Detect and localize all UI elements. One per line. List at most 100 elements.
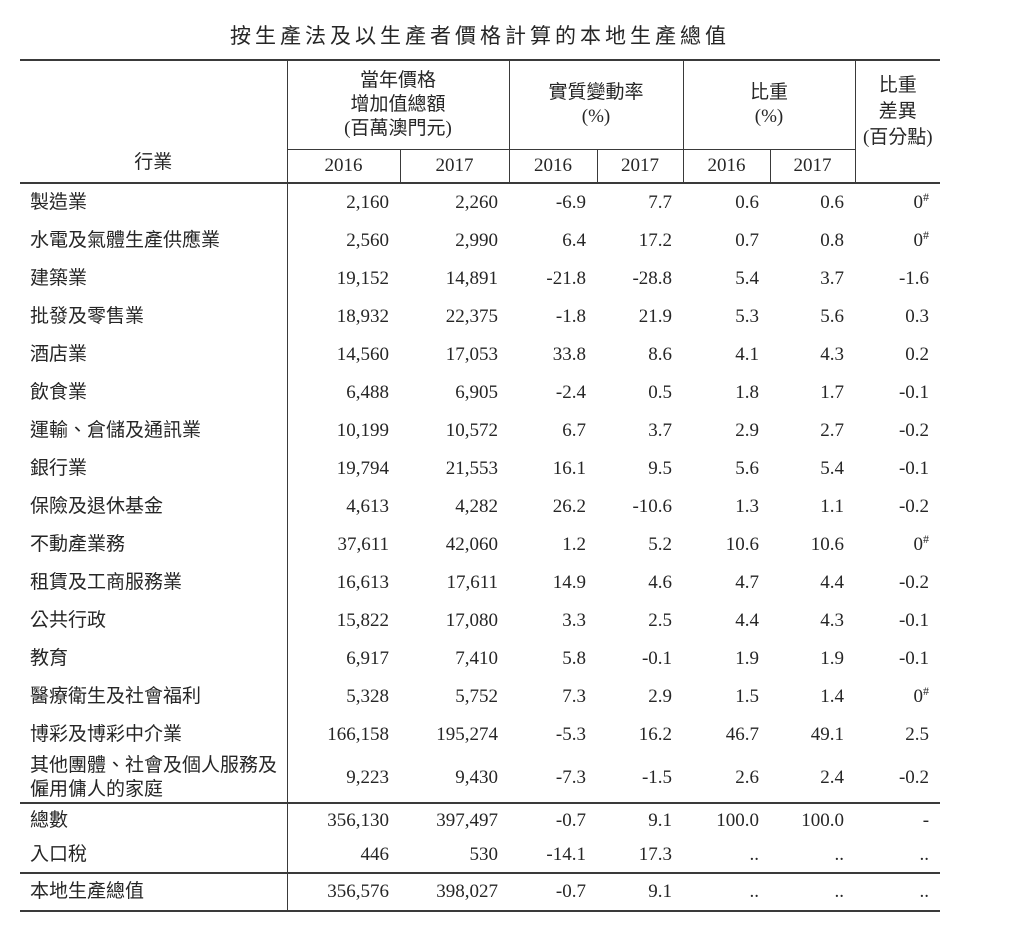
table-header: 行業 當年價格 增加值總額 (百萬澳門元) 實質變動率 (%) 比重 (%) 比… xyxy=(20,60,941,184)
value-cell: 18,932 xyxy=(286,298,400,336)
value-cell: 1.7 xyxy=(820,382,845,403)
table-row: 公共行政 15,822 17,080 3.3 2.5 4.4 4.3 -0.1 xyxy=(20,602,940,640)
value-cell: - xyxy=(855,802,941,838)
value-cell: 4.3 xyxy=(820,610,845,631)
table-row: 租賃及工商服務業 16,613 17,611 14.9 4.6 4.7 4.4 … xyxy=(20,564,940,602)
value-cell: -0.1 xyxy=(898,458,930,479)
value-cell: .. xyxy=(855,872,941,911)
value-cell: 4.7 xyxy=(735,572,760,593)
gdp-table: 行業 當年價格 增加值總額 (百萬澳門元) 實質變動率 (%) 比重 (%) 比… xyxy=(20,59,941,912)
industry-cell: 飲食業 xyxy=(30,382,88,403)
value-cell: 4.4 xyxy=(735,610,760,631)
industry-cell: 公共行政 xyxy=(30,610,107,631)
value-cell: 17,080 xyxy=(445,610,498,631)
value-cell: 0.8 xyxy=(820,230,845,251)
industry-cell: 醫療衛生及社會福利 xyxy=(30,686,202,707)
value-cell: 5,328 xyxy=(286,678,400,716)
value-cell: 4.3 xyxy=(820,344,845,365)
industry-cell: 租賃及工商服務業 xyxy=(30,572,183,593)
value-cell: -0.7 xyxy=(509,872,597,911)
value-cell: 2,160 xyxy=(286,183,400,222)
value-cell: 100.0 xyxy=(683,802,771,838)
table-row: 製造業 2,160 2,260 -6.9 7.7 0.6 0.6 0# xyxy=(20,183,940,222)
year-header-row: 2016 2017 2016 2017 2016 2017 xyxy=(20,149,940,184)
table-row: 入口稅 446 530 -14.1 17.3 .. .. .. xyxy=(20,838,940,873)
value-cell: 10.6 xyxy=(810,534,845,555)
value-cell: 9.1 xyxy=(597,872,684,911)
value-cell: 22,375 xyxy=(445,306,498,327)
col-header-year: 2017 xyxy=(596,149,684,184)
value-cell: 6,917 xyxy=(286,640,400,678)
value-cell: -1.6 xyxy=(898,268,930,289)
value-cell: 3.7 xyxy=(820,268,845,289)
value-cell: 5.3 xyxy=(735,306,760,327)
value-cell: -0.2 xyxy=(898,767,930,788)
value-cell: 2,260 xyxy=(455,192,498,213)
table-row: 其他團體、社會及個人服務及僱用傭人的家庭 9,223 9,430 -7.3 -1… xyxy=(20,754,940,803)
col-group-current-price-gva: 當年價格 增加值總額 (百萬澳門元) xyxy=(286,60,509,150)
value-cell: 17.2 xyxy=(638,230,673,251)
value-cell: 0.6 xyxy=(820,192,845,213)
value-cell: 1.2 xyxy=(562,534,586,555)
value-cell: 0.3 xyxy=(905,306,930,327)
table-row: 酒店業 14,560 17,053 33.8 8.6 4.1 4.3 0.2 xyxy=(20,336,940,374)
table-row: 銀行業 19,794 21,553 16.1 9.5 5.6 5.4 -0.1 xyxy=(20,450,940,488)
industry-cell: 建築業 xyxy=(30,268,88,289)
value-cell: 10,199 xyxy=(286,412,400,450)
value-cell: -0.1 xyxy=(898,610,930,631)
value-cell: 356,130 xyxy=(286,802,400,838)
value-cell: 5.4 xyxy=(735,268,760,289)
value-cell: 5.4 xyxy=(820,458,845,479)
value-cell: 17,053 xyxy=(445,344,498,365)
value-cell: 100.0 xyxy=(770,802,856,838)
value-cell: 16.1 xyxy=(552,458,586,479)
value-cell: 15,822 xyxy=(286,602,400,640)
value-cell: -14.1 xyxy=(546,844,586,865)
gdp-total-section: 本地生產總值 356,576 398,027 -0.7 9.1 .. .. .. xyxy=(20,872,941,911)
value-cell: 8.6 xyxy=(648,344,673,365)
industry-cell: 入口稅 xyxy=(30,844,88,865)
totals-section: 總數 356,130 397,497 -0.7 9.1 100.0 100.0 … xyxy=(20,802,941,873)
value-cell: -21.8 xyxy=(546,268,586,289)
industry-cell: 總數 xyxy=(20,802,287,838)
value-cell: -6.9 xyxy=(555,192,586,213)
industry-cell: 酒店業 xyxy=(30,344,88,365)
industry-cell: 教育 xyxy=(30,648,69,669)
industry-cell: 水電及氣體生產供應業 xyxy=(30,230,221,251)
industry-cell: 銀行業 xyxy=(30,458,88,479)
col-header-year: 2016 xyxy=(682,149,771,184)
value-cell: 2.6 xyxy=(735,767,760,788)
value-cell: -0.1 xyxy=(898,382,930,403)
value-cell: -0.2 xyxy=(898,420,930,441)
col-group-share: 比重 (%) xyxy=(682,60,856,150)
value-cell: 2,990 xyxy=(455,230,498,251)
table-row: 醫療衛生及社會福利 5,328 5,752 7.3 2.9 1.5 1.4 0# xyxy=(20,678,940,716)
value-cell: 0.2 xyxy=(905,344,930,365)
value-cell: 19,152 xyxy=(286,260,400,298)
value-cell: -1.8 xyxy=(555,306,586,327)
value-cell: 5.8 xyxy=(562,648,586,669)
value-cell: 5,752 xyxy=(455,686,498,707)
industry-rows-section: 製造業 2,160 2,260 -6.9 7.7 0.6 0.6 0# 水電及氣… xyxy=(20,183,940,803)
value-cell: 4.4 xyxy=(820,572,845,593)
value-cell: -0.2 xyxy=(898,496,930,517)
industry-cell: 不動產業務 xyxy=(30,534,126,555)
industry-cell: 批發及零售業 xyxy=(30,306,145,327)
value-cell: 0# xyxy=(913,228,930,251)
value-cell: 14.9 xyxy=(552,572,586,593)
value-cell: -2.4 xyxy=(555,382,586,403)
value-cell: .. xyxy=(919,844,930,865)
col-header-industry: 行業 xyxy=(20,60,287,184)
table-row: 教育 6,917 7,410 5.8 -0.1 1.9 1.9 -0.1 xyxy=(20,640,940,678)
col-group-real-change-rate: 實質變動率 (%) xyxy=(508,60,684,150)
col-header-year: 2017 xyxy=(769,149,856,184)
value-cell: 2.7 xyxy=(820,420,845,441)
value-cell: 7,410 xyxy=(455,648,498,669)
value-cell: 398,027 xyxy=(400,872,509,911)
value-cell: 42,060 xyxy=(445,534,498,555)
page-title: 按生產法及以生產者價格計算的本地生產總值 xyxy=(230,24,730,48)
value-cell: 195,274 xyxy=(436,724,498,745)
table-row: 飲食業 6,488 6,905 -2.4 0.5 1.8 1.7 -0.1 xyxy=(20,374,940,412)
value-cell: 530 xyxy=(469,844,499,865)
value-cell: 7.3 xyxy=(562,686,586,707)
